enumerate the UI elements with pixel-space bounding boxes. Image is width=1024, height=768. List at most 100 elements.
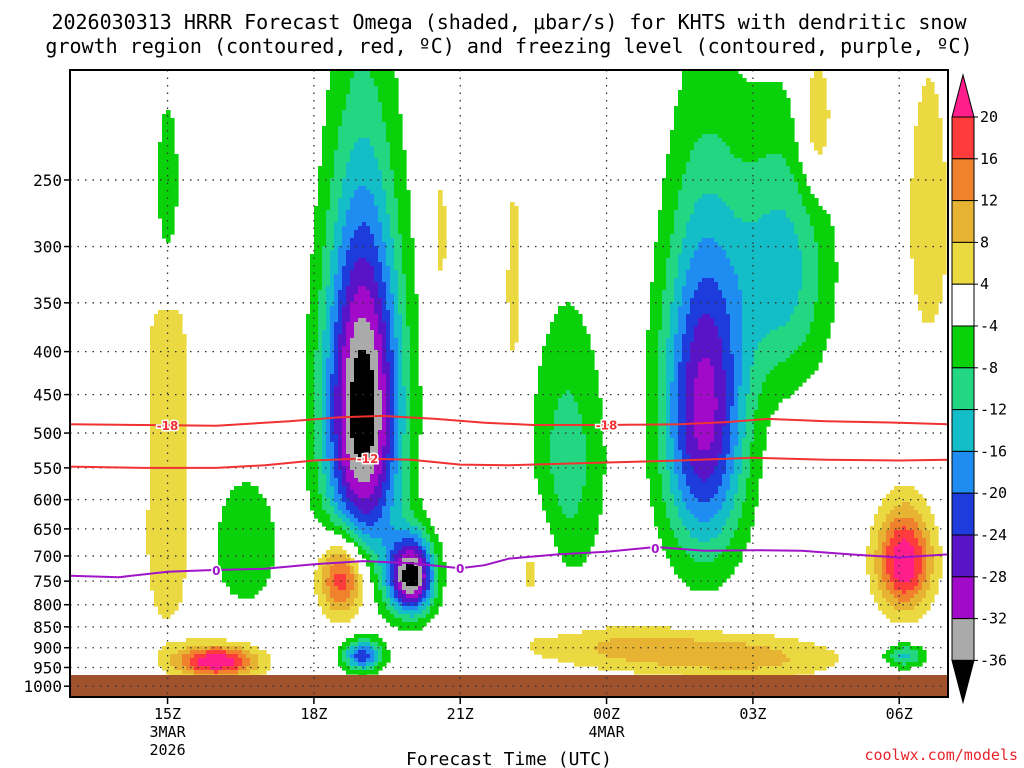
omega-cell [394, 590, 399, 595]
omega-cell [318, 582, 323, 587]
omega-cell [322, 222, 327, 227]
omega-cell [410, 558, 415, 563]
omega-cell [414, 578, 419, 583]
omega-cell [362, 110, 367, 115]
omega-cell [402, 446, 407, 451]
omega-cell [366, 470, 371, 475]
omega-cell [438, 218, 443, 223]
omega-cell [266, 662, 271, 667]
omega-cell [330, 106, 335, 111]
omega-cell [410, 386, 415, 391]
omega-cell [366, 398, 371, 403]
omega-cell [410, 566, 415, 571]
omega-cell [374, 586, 379, 591]
omega-cell [378, 422, 383, 427]
omega-cell [230, 570, 235, 575]
omega-cell [402, 354, 407, 359]
omega-cell [330, 98, 335, 103]
omega-cell [206, 662, 211, 667]
omega-cell [370, 494, 375, 499]
omega-cell [246, 650, 251, 655]
omega-cell [170, 582, 175, 587]
omega-cell [350, 330, 355, 335]
omega-cell [338, 410, 343, 415]
omega-cell [406, 366, 411, 371]
omega-cell [182, 482, 187, 487]
omega-cell [330, 438, 335, 443]
omega-cell [186, 642, 191, 647]
omega-cell [322, 346, 327, 351]
omega-cell [386, 278, 391, 283]
omega-cell [154, 398, 159, 403]
omega-cell [386, 342, 391, 347]
omega-cell [410, 602, 415, 607]
omega-cell [390, 422, 395, 427]
omega-cell [150, 578, 155, 583]
omega-cell [246, 490, 251, 495]
omega-cell [186, 638, 191, 643]
omega-cell [394, 602, 399, 607]
omega-cell [406, 558, 411, 563]
omega-cell [326, 438, 331, 443]
omega-cell [322, 154, 327, 159]
omega-cell [326, 346, 331, 351]
omega-cell [342, 134, 347, 139]
omega-cell [326, 198, 331, 203]
omega-cell [318, 514, 323, 519]
omega-cell [406, 358, 411, 363]
omega-cell [362, 166, 367, 171]
omega-cell [230, 586, 235, 591]
omega-cell [362, 222, 367, 227]
omega-cell [354, 78, 359, 83]
omega-cell [382, 238, 387, 243]
omega-cell [342, 126, 347, 131]
omega-cell [378, 114, 383, 119]
omega-cell [334, 326, 339, 331]
omega-cell [342, 222, 347, 227]
omega-cell [194, 638, 199, 643]
omega-cell [374, 542, 379, 547]
omega-cell [318, 274, 323, 279]
omega-cell [350, 302, 355, 307]
omega-cell [394, 202, 399, 207]
omega-cell [362, 318, 367, 323]
omega-cell [326, 446, 331, 451]
omega-cell [366, 654, 371, 659]
omega-cell [170, 182, 175, 187]
omega-cell [362, 518, 367, 523]
omega-cell [410, 290, 415, 295]
omega-cell [410, 474, 415, 479]
omega-cell [334, 250, 339, 255]
omega-cell [326, 250, 331, 255]
omega-cell [330, 374, 335, 379]
omega-cell [342, 274, 347, 279]
omega-cell [362, 654, 367, 659]
omega-cell [146, 518, 151, 523]
omega-cell [170, 366, 175, 371]
omega-cell [394, 538, 399, 543]
omega-cell [218, 538, 223, 543]
omega-cell [166, 342, 171, 347]
omega-cell [178, 362, 183, 367]
omega-cell [158, 514, 163, 519]
omega-cell [366, 342, 371, 347]
omega-cell [342, 350, 347, 355]
omega-cell [174, 378, 179, 383]
omega-cell [394, 246, 399, 251]
omega-cell [398, 186, 403, 191]
omega-cell [334, 158, 339, 163]
omega-cell [390, 430, 395, 435]
omega-cell [378, 462, 383, 467]
omega-cell [174, 350, 179, 355]
omega-cell [154, 402, 159, 407]
omega-cell [346, 598, 351, 603]
omega-cell [234, 522, 239, 527]
omega-cell [402, 534, 407, 539]
omega-cell [386, 318, 391, 323]
omega-cell [438, 210, 443, 215]
omega-cell [250, 658, 255, 663]
omega-cell [386, 178, 391, 183]
omega-cell [358, 286, 363, 291]
omega-cell [158, 518, 163, 523]
omega-cell [262, 558, 267, 563]
